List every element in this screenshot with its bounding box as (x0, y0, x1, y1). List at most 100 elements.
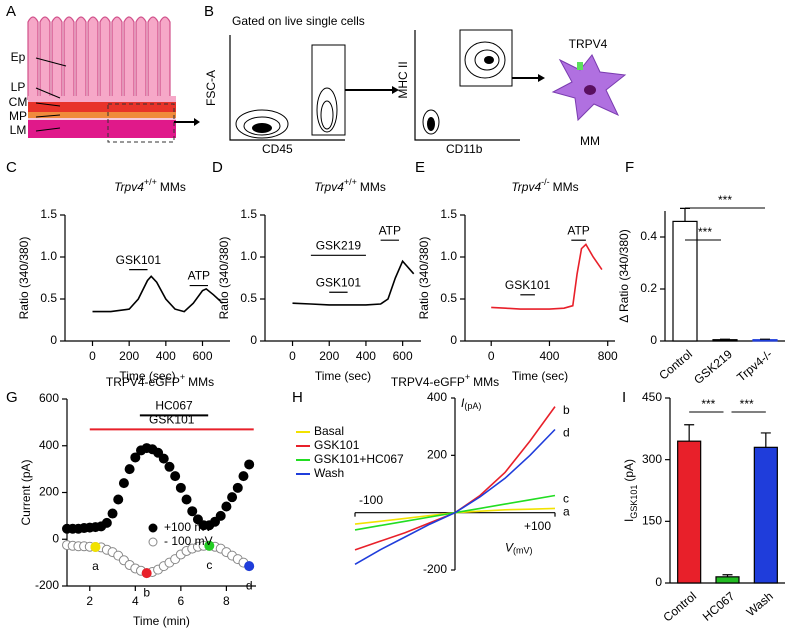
layer-label: Ep (11, 50, 26, 64)
title-part: -/- (541, 177, 550, 187)
x-tick-label: 0 (488, 349, 495, 363)
chart-title: Trpv4-/- MMs (511, 177, 578, 194)
y-axis-label: Ratio (340/380) (217, 237, 231, 320)
label-part: (pA) (464, 401, 481, 411)
series-line (92, 275, 222, 313)
data-point (118, 478, 129, 489)
y-tick-label: 450 (642, 390, 662, 404)
bar (712, 339, 738, 342)
x-tick-label: 8 (223, 594, 230, 608)
chart-title: Trpv4+/+ MMs (114, 177, 186, 194)
y-tick-label: 400 (39, 438, 59, 452)
gate-title: Gated on live single cells (232, 14, 365, 28)
data-point (124, 464, 135, 475)
y-tick-label: 200 (427, 448, 447, 462)
title-part: Trpv4 (511, 180, 541, 194)
contour (252, 123, 272, 133)
y-tick-label: 1.5 (40, 207, 57, 221)
data-point (221, 501, 232, 512)
label-part: V (505, 541, 514, 555)
x-tick-label: Control (660, 589, 699, 625)
y-tick-label: -200 (35, 578, 59, 592)
title-part: TRPV4-eGFP (106, 375, 180, 389)
data-point (170, 471, 181, 482)
significance-label: *** (718, 193, 732, 207)
x-tick-label: 0 (289, 349, 296, 363)
error-bar (720, 338, 730, 340)
x-tick-label: 200 (319, 349, 339, 363)
axis-label: CD11b (446, 142, 483, 156)
data-point (158, 453, 169, 464)
title-part: Trpv4 (114, 180, 144, 194)
span-label: ATP (379, 223, 401, 237)
legend-label: GSK101 (314, 438, 360, 452)
x-tick-label: 6 (178, 594, 185, 608)
y-tick-label: 200 (39, 485, 59, 499)
y-tick-label: 0.2 (640, 281, 657, 295)
trpv4-channel (577, 62, 583, 70)
panel-label: H (292, 389, 303, 406)
y-axis-label: Δ Ratio (340/380) (617, 229, 631, 322)
chart-title: TRPV4-eGFP+ MMs (391, 372, 499, 389)
x-tick-label: HC067 (700, 589, 738, 624)
end-label: a (563, 505, 570, 519)
significance-label: *** (701, 397, 715, 411)
contour (427, 117, 435, 131)
data-point (238, 471, 249, 482)
x-tick-label: 4 (132, 594, 139, 608)
span-label: GSK101 (316, 275, 362, 289)
end-label: d (563, 426, 570, 440)
title-part: MMs (553, 180, 579, 194)
data-point (244, 459, 255, 470)
error-bar (722, 574, 733, 577)
end-label: c (563, 492, 569, 506)
data-point (101, 517, 112, 528)
data-point (181, 494, 192, 505)
contour (243, 116, 281, 136)
x-axis-label: Time (sec) (512, 369, 568, 383)
x-tick-label: 200 (119, 349, 139, 363)
chart-title: TRPV4-eGFP+ MMs (106, 372, 214, 389)
data-point (187, 506, 198, 517)
span-label: GSK219 (316, 238, 362, 252)
highlight-point (204, 540, 215, 551)
y-tick-label: 400 (427, 390, 447, 404)
x-tick-label: Trpv4-/- (734, 347, 775, 384)
y-tick-label: -200 (423, 562, 447, 576)
x-tick-label: 2 (86, 594, 93, 608)
label-part: I (622, 519, 636, 522)
x-tick-label: 400 (356, 349, 376, 363)
layer-label: LM (10, 123, 27, 137)
y-tick-label: 0 (50, 333, 57, 347)
flow-plot (229, 29, 627, 141)
highlight-label: c (206, 558, 212, 572)
span-label: HC067 (155, 399, 193, 413)
highlight-point (141, 568, 152, 579)
chart-title: Trpv4+/+ MMs (314, 177, 386, 194)
contour (464, 41, 506, 79)
x-tick-label: Wash (744, 589, 776, 619)
span-label: ATP (567, 223, 589, 237)
highlight-label: a (92, 559, 99, 573)
y-tick-label: 0 (450, 333, 457, 347)
x-tick-label: 600 (393, 349, 413, 363)
panel-label: E (415, 159, 425, 176)
title-part: MMs (188, 375, 214, 389)
y-axis-label: IGSK101 (pA) (622, 459, 639, 522)
legend-label: - 100 mV (164, 534, 213, 548)
data-point (107, 508, 118, 519)
y-tick-label: 1.0 (40, 249, 57, 263)
series-line (354, 428, 556, 565)
title-part: + (465, 372, 470, 382)
span-label: ATP (188, 269, 210, 283)
highlight-label: b (143, 585, 150, 599)
legend-label: Basal (314, 424, 344, 438)
nucleus (584, 85, 596, 95)
arrow-head (194, 118, 200, 126)
y-tick-label: 0.5 (440, 291, 457, 305)
title-part: MMs (360, 180, 386, 194)
x-tick-label: -100 (359, 493, 383, 507)
title-part: +/+ (344, 177, 357, 187)
y-tick-label: 0.5 (40, 291, 57, 305)
